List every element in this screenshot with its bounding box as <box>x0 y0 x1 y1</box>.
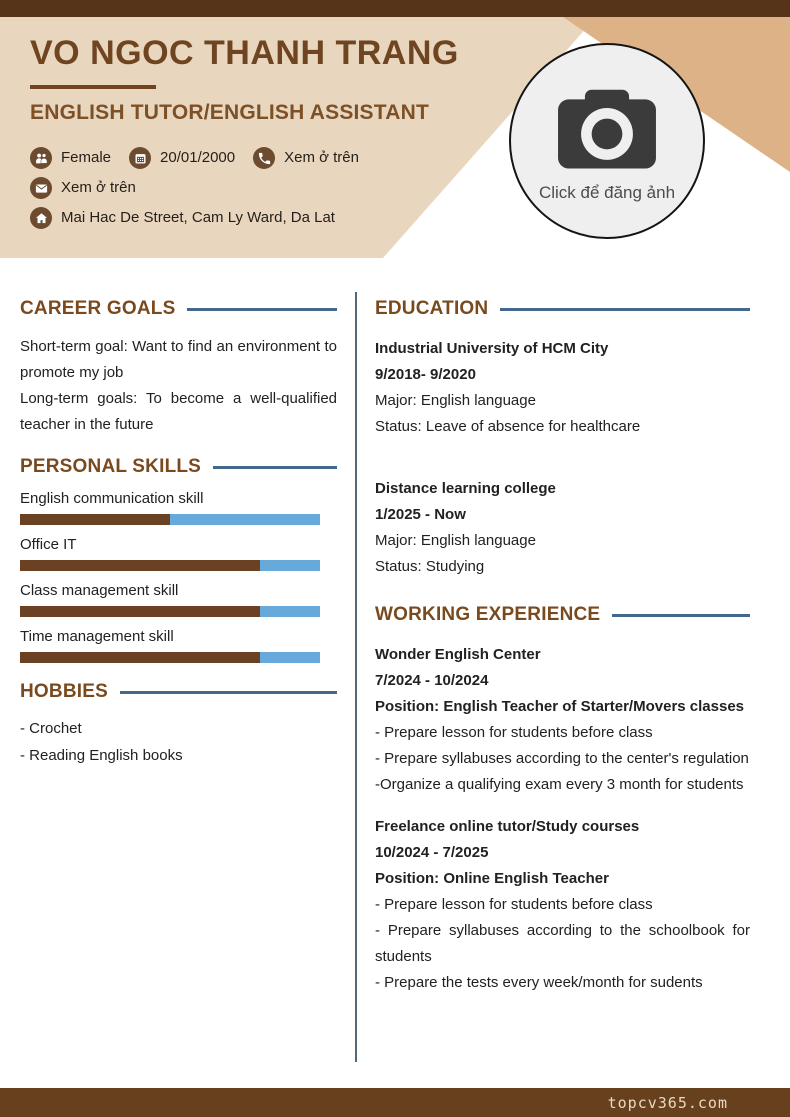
section-hobbies-heading: HOBBIES <box>20 681 337 703</box>
name-underline <box>30 85 156 89</box>
contact-row: Female 20/01/2000 Xem ở trên <box>30 147 500 169</box>
section-education-heading: EDUCATION <box>375 298 750 320</box>
school-name: Industrial University of HCM City <box>375 340 609 357</box>
hobby-item: - Crochet <box>20 720 82 737</box>
email-value: Xem ở trên <box>61 179 136 196</box>
experience-bullet: - Prepare the tests every week/month for… <box>375 974 703 991</box>
skill-bar-fill <box>20 652 260 663</box>
experience-bullet: -Organize a qualifying exam every 3 mont… <box>375 776 744 793</box>
job-title: ENGLISH TUTOR/ENGLISH ASSISTANT <box>30 101 429 124</box>
career-goal-line: Long-term goals: To become a well-qualif… <box>20 390 337 433</box>
skill-bar <box>20 606 320 617</box>
experience-entry: Wonder English Center 7/2024 - 10/2024 P… <box>375 642 750 798</box>
skill-item: Class management skill <box>20 580 337 617</box>
skill-bar-fill <box>20 606 260 617</box>
section-experience-heading: WORKING EXPERIENCE <box>375 604 750 626</box>
experience-period: 10/2024 - 7/2025 <box>375 844 489 861</box>
experience-period: 7/2024 - 10/2024 <box>375 672 489 689</box>
phone-icon <box>253 147 276 169</box>
gender-value: Female <box>61 149 112 166</box>
skill-label: Class management skill <box>20 582 179 599</box>
section-personal-skills-heading: PERSONAL SKILLS <box>20 456 337 478</box>
skill-label: English communication skill <box>20 490 204 507</box>
hobbies-list: - Crochet - Reading English books <box>20 715 337 769</box>
email-icon <box>30 177 52 199</box>
hobby-item: - Reading English books <box>20 747 183 764</box>
education-period: 1/2025 - Now <box>375 506 466 523</box>
education-major: Major: English language <box>375 392 536 409</box>
heading-rule <box>213 465 337 469</box>
skill-bar-fill <box>20 514 170 525</box>
home-icon <box>30 207 52 229</box>
skill-bar <box>20 560 320 571</box>
skill-label: Time management skill <box>20 628 174 645</box>
skill-label: Office IT <box>20 536 77 553</box>
education-status: Status: Leave of absence for healthcare <box>375 418 641 435</box>
section-heading-label: HOBBIES <box>20 681 108 702</box>
photo-upload-placeholder[interactable]: Click để đăng ảnh <box>509 43 705 239</box>
section-heading-label: CAREER GOALS <box>20 298 176 319</box>
contact-info: Female 20/01/2000 Xem ở trên <box>30 147 500 229</box>
cv-header: VO NGOC THANH TRANG ENGLISH TUTOR/ENGLIS… <box>0 0 790 258</box>
contact-row: Mai Hac De Street, Cam Ly Ward, Da Lat <box>30 207 500 229</box>
section-heading-label: WORKING EXPERIENCE <box>375 604 601 625</box>
heading-rule <box>119 690 337 694</box>
skill-item: Time management skill <box>20 626 337 663</box>
skill-bar-fill <box>20 560 260 571</box>
cv-body: CAREER GOALS Short-term goal: Want to fi… <box>0 258 790 1088</box>
address-value: Mai Hac De Street, Cam Ly Ward, Da Lat <box>61 209 335 226</box>
section-heading-label: EDUCATION <box>375 298 489 319</box>
experience-entry: Freelance online tutor/Study courses 10/… <box>375 814 750 996</box>
left-column: CAREER GOALS Short-term goal: Want to fi… <box>20 298 337 769</box>
contact-address: Mai Hac De Street, Cam Ly Ward, Da Lat <box>30 207 335 229</box>
heading-rule <box>500 307 750 311</box>
skill-item: English communication skill <box>20 488 337 525</box>
contact-row: Xem ở trên <box>30 177 500 199</box>
birthday-value: 20/01/2000 <box>160 149 236 166</box>
heading-rule <box>612 613 750 617</box>
career-goal-line: Short-term goal: Want to find an environ… <box>20 338 337 381</box>
experience-position: Position: English Teacher of Starter/Mov… <box>375 698 745 715</box>
contact-birthday: 20/01/2000 <box>129 147 235 169</box>
education-status: Status: Studying <box>375 558 485 575</box>
education-major: Major: English language <box>375 532 536 549</box>
skill-item: Office IT <box>20 534 337 571</box>
experience-position: Position: Online English Teacher <box>375 870 609 887</box>
experience-bullet: - Prepare syllabuses according to the ce… <box>375 750 749 767</box>
gender-icon <box>30 147 52 169</box>
section-heading-label: PERSONAL SKILLS <box>20 456 202 477</box>
top-bar <box>0 0 790 17</box>
education-entry: Industrial University of HCM City 9/2018… <box>375 336 750 440</box>
education-period: 9/2018- 9/2020 <box>375 366 476 383</box>
skill-bar <box>20 514 320 525</box>
company-name: Wonder English Center <box>375 646 541 663</box>
camera-icon <box>558 89 656 169</box>
education-entry: Distance learning college 1/2025 - Now M… <box>375 476 750 580</box>
company-name: Freelance online tutor/Study courses <box>375 818 640 835</box>
section-career-goals-heading: CAREER GOALS <box>20 298 337 320</box>
heading-rule <box>187 307 337 311</box>
page-title: VO NGOC THANH TRANG <box>30 34 459 72</box>
contact-gender: Female <box>30 147 111 169</box>
header-text-block: VO NGOC THANH TRANG ENGLISH TUTOR/ENGLIS… <box>30 17 500 229</box>
skills-list: English communication skill Office IT Cl… <box>20 488 337 663</box>
school-name: Distance learning college <box>375 480 556 497</box>
contact-phone: Xem ở trên <box>253 147 359 169</box>
right-column: EDUCATION Industrial University of HCM C… <box>375 298 750 996</box>
experience-bullet: - Prepare lesson for students before cla… <box>375 896 653 913</box>
skill-bar <box>20 652 320 663</box>
phone-value: Xem ở trên <box>284 149 359 166</box>
experience-bullet: - Prepare lesson for students before cla… <box>375 724 653 741</box>
photo-upload-caption: Click để đăng ảnh <box>538 183 676 202</box>
contact-email: Xem ở trên <box>30 177 136 199</box>
column-divider <box>355 292 357 1062</box>
calendar-icon <box>129 147 152 169</box>
experience-bullet: - Prepare syllabuses according to the sc… <box>375 922 750 965</box>
cv-footer: topcv365.com <box>0 1088 790 1117</box>
brand-watermark: topcv365.com <box>607 1093 728 1112</box>
